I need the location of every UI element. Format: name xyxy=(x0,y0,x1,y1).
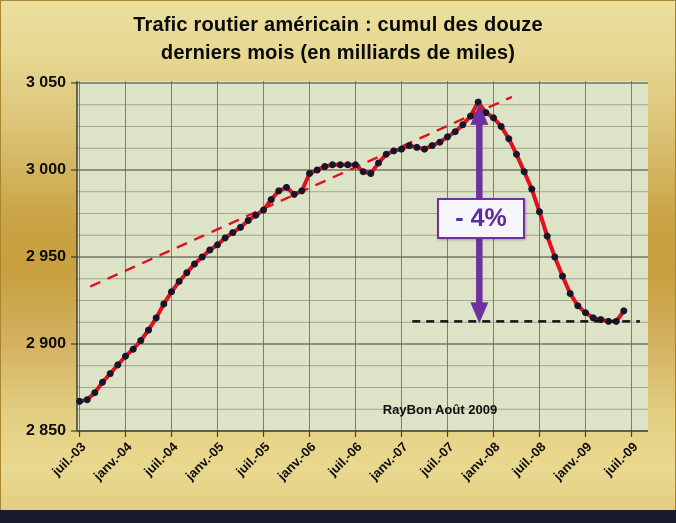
data-point xyxy=(221,234,229,242)
data-point xyxy=(283,183,290,191)
data-point xyxy=(451,128,459,136)
drop-arrow-head-up xyxy=(470,103,489,125)
y-axis-label: 2 950 xyxy=(25,248,66,265)
data-point xyxy=(375,159,382,167)
data-point xyxy=(520,168,528,176)
watermark-text: RayBon Août 2009 xyxy=(382,402,498,417)
data-point xyxy=(237,223,244,231)
data-point xyxy=(114,361,122,369)
data-point xyxy=(398,145,405,153)
data-point xyxy=(359,168,367,176)
data-point xyxy=(344,161,352,169)
data-point xyxy=(436,138,444,146)
data-point xyxy=(137,337,145,344)
data-point xyxy=(244,217,252,224)
pct-annotation-box: - 4% xyxy=(437,198,525,239)
data-point xyxy=(497,123,505,130)
data-point xyxy=(367,170,375,177)
data-point xyxy=(382,150,390,158)
chart-title-line1: Trafic routier américain : cumul des dou… xyxy=(133,14,543,36)
data-point xyxy=(589,314,597,322)
data-point xyxy=(321,163,329,170)
data-point xyxy=(106,370,114,378)
y-axis-label: 3 000 xyxy=(25,161,66,178)
data-point xyxy=(413,143,421,151)
data-point xyxy=(513,150,520,158)
data-point xyxy=(152,314,160,322)
data-point xyxy=(428,142,436,150)
data-point xyxy=(260,206,267,214)
y-axis-label: 2 900 xyxy=(25,335,66,352)
data-point xyxy=(290,190,298,198)
data-point xyxy=(582,309,589,317)
data-point xyxy=(175,277,183,285)
data-point xyxy=(482,109,490,117)
data-point xyxy=(574,302,582,310)
data-point xyxy=(198,253,206,261)
data-point xyxy=(490,114,497,122)
data-point xyxy=(536,208,543,216)
data-point xyxy=(99,378,106,386)
data-point xyxy=(91,389,99,397)
data-point xyxy=(145,326,152,334)
data-point xyxy=(76,397,83,405)
data-point xyxy=(505,135,513,143)
data-point xyxy=(474,98,482,106)
chart-title-line2: derniers mois (en milliards de miles) xyxy=(160,42,516,64)
bottom-bar xyxy=(0,510,676,523)
y-axis-label: 2 850 xyxy=(25,422,66,439)
data-point xyxy=(306,170,313,177)
data-point xyxy=(252,211,260,219)
data-point xyxy=(467,112,474,120)
data-point xyxy=(83,396,91,404)
data-point xyxy=(459,121,467,129)
data-point xyxy=(620,307,628,315)
drop-arrow-head-down xyxy=(470,302,489,324)
data-point xyxy=(298,187,306,195)
y-axis-label: 3 050 xyxy=(25,74,66,91)
pct-annotation-label: - 4% xyxy=(455,204,507,232)
data-point xyxy=(390,147,398,155)
data-point xyxy=(183,269,191,277)
data-point xyxy=(168,288,175,296)
data-point xyxy=(229,229,237,237)
data-point xyxy=(566,290,574,297)
data-point xyxy=(543,232,551,240)
data-point xyxy=(444,133,451,141)
data-point xyxy=(405,142,413,150)
data-point xyxy=(559,272,566,280)
data-point xyxy=(214,241,221,249)
data-point xyxy=(267,196,275,204)
data-point xyxy=(275,187,283,195)
data-point xyxy=(528,185,536,193)
data-point xyxy=(206,246,214,254)
data-point xyxy=(551,253,559,261)
data-point xyxy=(329,161,336,169)
data-point xyxy=(336,161,344,169)
data-point xyxy=(191,260,198,268)
data-point xyxy=(122,352,129,360)
data-point xyxy=(160,300,168,308)
data-point xyxy=(129,345,137,353)
data-point xyxy=(421,145,428,153)
chart-title: Trafic routier américain : cumul des dou… xyxy=(0,11,676,67)
data-point xyxy=(313,166,321,174)
plot-area xyxy=(77,81,648,431)
data-point xyxy=(352,161,359,169)
